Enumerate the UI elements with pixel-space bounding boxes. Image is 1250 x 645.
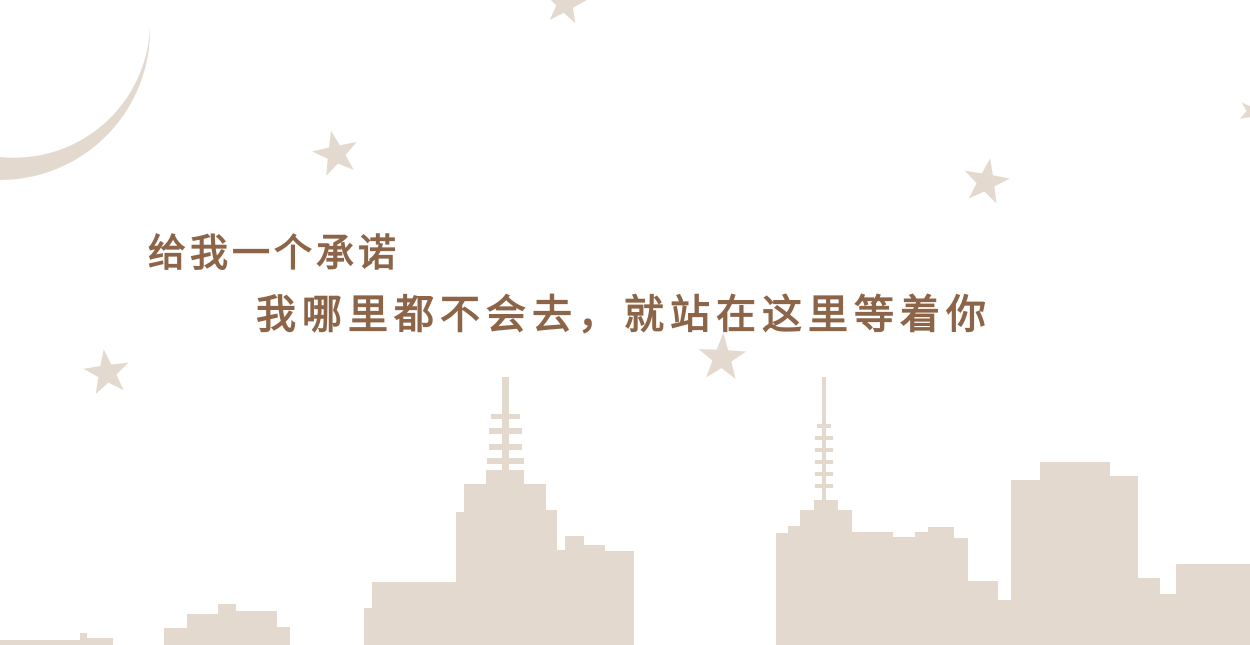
crescent-moon-icon	[0, 26, 151, 180]
slogan-line-1: 给我一个承诺	[148, 231, 401, 275]
city-skyline	[0, 377, 1250, 645]
building	[364, 377, 634, 645]
building	[164, 604, 290, 645]
star-icon	[964, 158, 1010, 204]
star-icon	[545, 0, 587, 24]
slogan-line-2: 我哪里都不会去，就站在这里等着你	[256, 292, 992, 338]
star-icon	[698, 333, 747, 379]
star-icon	[1239, 99, 1250, 126]
star-icon	[83, 349, 129, 395]
building	[776, 377, 1250, 645]
building	[0, 633, 113, 645]
star-icon	[312, 130, 357, 176]
